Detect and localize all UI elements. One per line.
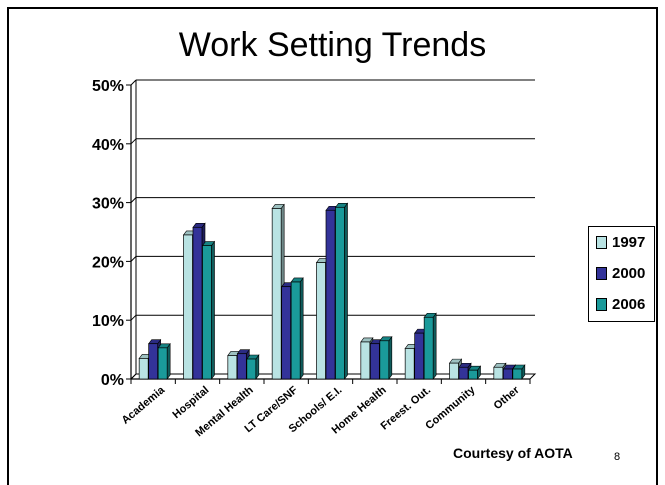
bar-1997-0 (138, 358, 149, 380)
bar-1997-8 (493, 366, 504, 380)
bar-2006-1 (202, 245, 212, 380)
gridline-diagonal (130, 256, 137, 262)
legend-label: 2006 (612, 295, 646, 313)
bar-2006-8 (512, 368, 523, 380)
legend-swatch (596, 235, 607, 249)
gridline-diagonal (130, 314, 137, 321)
bar-2006-3 (290, 281, 301, 380)
legend-label: 2000 (612, 264, 646, 282)
legend-item-2006: 2006 (596, 295, 645, 313)
bar-1997-4 (316, 262, 326, 380)
bar-side (388, 335, 393, 380)
bar-side (432, 312, 437, 380)
bar-2000-1 (192, 226, 203, 380)
bar-2006-7 (468, 369, 478, 380)
bar-side (211, 240, 215, 380)
bar-1997-1 (183, 234, 193, 380)
bar-2000-8 (502, 368, 513, 380)
bar-2000-2 (236, 353, 247, 380)
bar-2006-6 (423, 316, 434, 380)
bar-2000-3 (281, 286, 292, 380)
legend-item-2000: 2000 (596, 264, 645, 282)
gridline-diagonal (130, 138, 137, 145)
gridline-diagonal (130, 79, 137, 86)
slide-frame (7, 7, 658, 485)
page-number: 8 (614, 451, 621, 463)
y-tick-label: 30% (92, 196, 124, 213)
y-tick-label: 20% (92, 254, 124, 271)
chart-title: Work Setting Trends (178, 26, 487, 64)
chart-legend: 1997 2000 2006 (588, 226, 655, 322)
bar-2006-4 (335, 206, 345, 380)
bar-1997-5 (360, 341, 371, 380)
bar-2006-5 (379, 340, 390, 380)
bar-2000-7 (458, 366, 469, 380)
bar-2006-2 (246, 358, 257, 380)
bar-1997-6 (404, 348, 415, 380)
bar-1997-2 (227, 355, 238, 380)
credit-text: Courtesy of AOTA (453, 445, 573, 461)
bar-side (166, 342, 171, 380)
bar-2000-6 (414, 332, 425, 380)
bar-1997-3 (271, 208, 282, 380)
x-category-label: Academia (120, 384, 168, 427)
y-tick-label: 10% (92, 313, 124, 330)
x-category-label: Hospital (170, 384, 211, 421)
gridline-diagonal (130, 197, 137, 203)
legend-swatch (596, 266, 607, 280)
legend-label: 1997 (612, 233, 646, 251)
x-category-label: Community (423, 384, 478, 433)
bar-2006-0 (157, 347, 168, 380)
y-tick-label: 0% (101, 372, 124, 389)
x-category-label: Other (492, 384, 523, 413)
bar-2000-5 (369, 343, 380, 380)
bar-1997-7 (449, 362, 459, 380)
bar-side (299, 277, 304, 380)
bar-side (344, 202, 348, 380)
y-tick-label: 40% (92, 137, 124, 154)
bar-2000-4 (325, 209, 336, 380)
legend-item-1997: 1997 (596, 233, 645, 251)
y-tick-label: 50% (92, 78, 124, 95)
bar-2000-0 (148, 343, 159, 380)
legend-swatch (596, 297, 607, 311)
gridline-diagonal (130, 373, 137, 380)
